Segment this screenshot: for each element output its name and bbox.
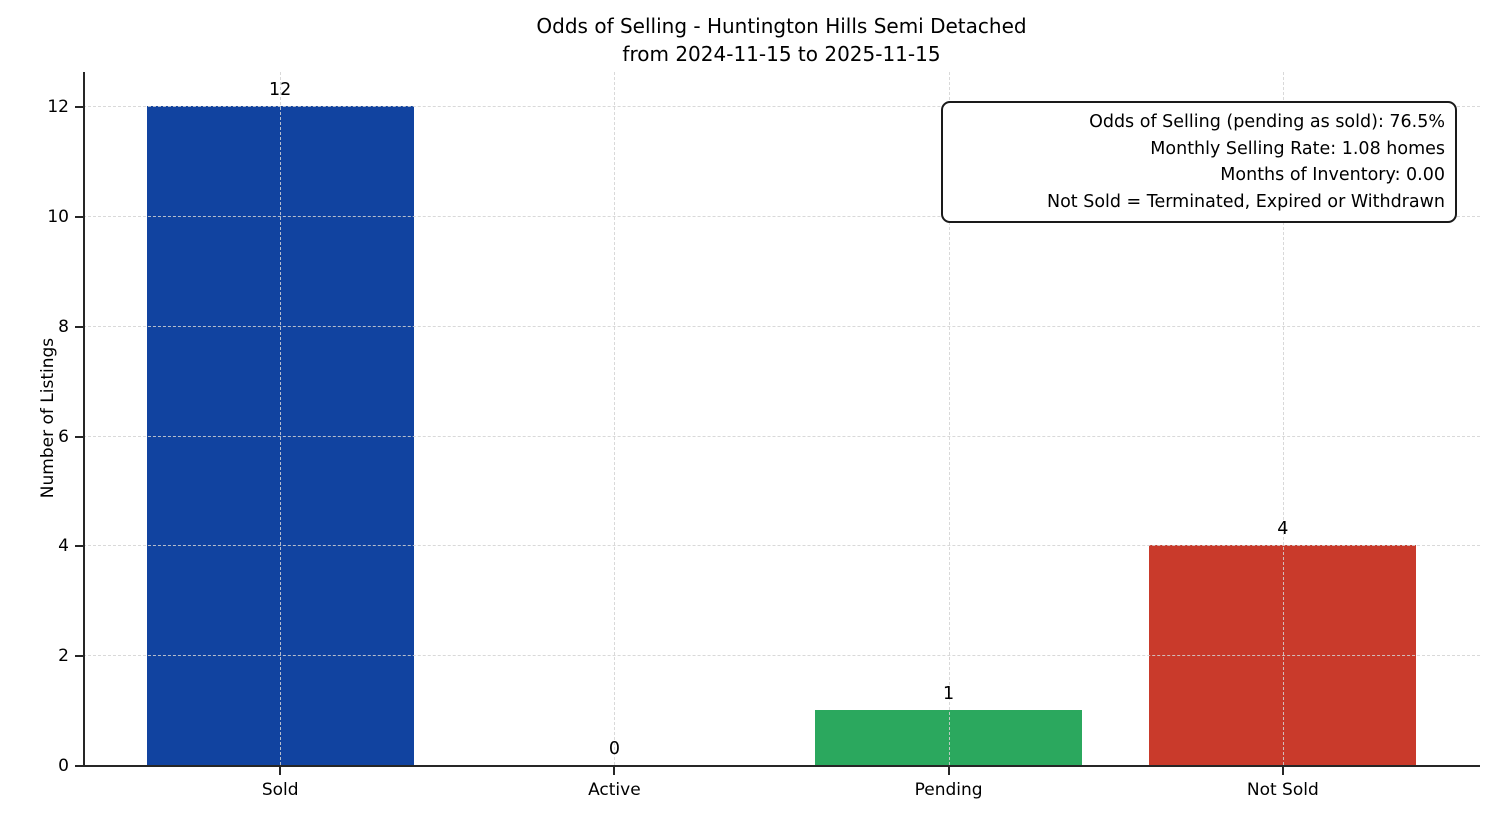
bottom-spine (83, 765, 1480, 767)
horizontal-gridline-10 (83, 215, 1480, 217)
left-spine (83, 72, 85, 767)
bar-value-label-sold: 12 (269, 80, 292, 101)
y-tick-label-0: 0 (58, 756, 69, 776)
vertical-gridline-active (614, 72, 616, 765)
chart-title: Odds of Selling - Huntington Hills Semi … (83, 12, 1480, 68)
horizontal-gridline-8 (83, 325, 1480, 327)
y-tick-label-6: 6 (58, 426, 69, 447)
x-tick-label-pending: Pending (914, 780, 983, 800)
annotation-months-of-inventory: Months of Inventory: 0.00 (1220, 165, 1445, 185)
y-tick-12 (75, 106, 83, 109)
y-tick-6 (75, 435, 83, 438)
y-tick-8 (75, 325, 83, 328)
y-tick-0 (75, 765, 83, 767)
x-tick-pending (947, 767, 950, 775)
y-tick-label-12: 12 (47, 97, 69, 118)
bar-value-label-active: 0 (608, 739, 620, 759)
y-tick-label-2: 2 (58, 646, 69, 667)
bar-pending (814, 710, 1083, 765)
x-tick-active (613, 767, 616, 775)
x-tick-label-not-sold: Not Sold (1246, 780, 1319, 800)
x-tick-sold (279, 767, 282, 775)
annotation-not-sold-definition: Not Sold = Terminated, Expired or Withdr… (1046, 191, 1445, 212)
vertical-gridline-sold (280, 72, 282, 765)
vertical-gridline-not-sold (1282, 72, 1284, 765)
y-tick-4 (75, 545, 83, 548)
annotation-box: Odds of Selling (pending as sold): 76.5%… (941, 101, 1457, 223)
horizontal-gridline-4 (83, 545, 1480, 547)
y-tick-2 (75, 655, 83, 658)
x-tick-not-sold (1281, 767, 1284, 775)
annotation-monthly-selling-rate: Monthly Selling Rate: 1.08 homes (1150, 138, 1445, 159)
y-tick-label-4: 4 (58, 536, 69, 557)
bar-not-sold (1149, 545, 1417, 765)
x-tick-label-active: Active (588, 780, 641, 800)
y-tick-label-8: 8 (58, 316, 69, 337)
annotation-odds-of-selling: Odds of Selling (pending as sold): 76.5% (1089, 112, 1445, 132)
horizontal-gridline-2 (83, 655, 1480, 657)
chart-title-line1: Odds of Selling - Huntington Hills Semi … (536, 14, 1027, 38)
bar-value-label-not-sold: 4 (1277, 519, 1289, 540)
horizontal-gridline-6 (83, 435, 1480, 437)
chart-title-line2: from 2024-11-15 to 2025-11-15 (622, 42, 941, 66)
vertical-gridline-pending (948, 72, 950, 765)
y-tick-10 (75, 215, 83, 218)
x-tick-label-sold: Sold (261, 780, 299, 800)
bar-value-label-pending: 1 (943, 684, 955, 705)
y-axis-label: Number of Listings (38, 337, 58, 499)
horizontal-gridline-12 (83, 106, 1480, 108)
y-tick-label-10: 10 (47, 206, 69, 227)
